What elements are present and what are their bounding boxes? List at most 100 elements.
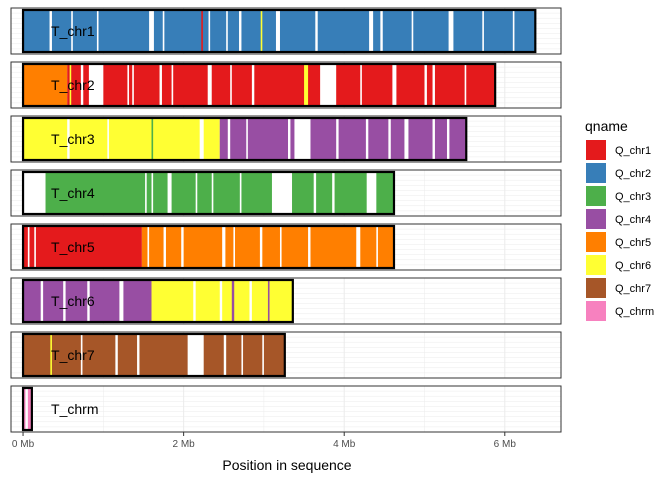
segment-gap [193, 280, 196, 322]
panel-border [10, 115, 562, 163]
segment-gap [115, 334, 118, 376]
segment-gap [464, 64, 467, 106]
segment-gap [241, 334, 244, 376]
panel-border [10, 331, 562, 379]
segments [23, 388, 32, 430]
legend-key [586, 209, 606, 229]
segment-gap [230, 64, 232, 106]
segments [23, 334, 285, 376]
segment-gap [313, 172, 317, 214]
track-label: T_chr1 [51, 23, 95, 39]
segment-gap [332, 172, 335, 214]
segment-gap [25, 388, 28, 430]
track-label: T_chr2 [51, 77, 95, 93]
segment-gap [49, 10, 52, 52]
legend-label: Q_chr3 [615, 191, 651, 203]
segment-gap [137, 334, 140, 376]
segment-Q_chr5 [23, 64, 68, 106]
panel-border [10, 277, 562, 325]
segment-gap [80, 64, 84, 106]
segment-gap [404, 118, 409, 160]
legend-label: Q_chr4 [615, 214, 651, 226]
legend-entry-Q_chr7: Q_chr7 [586, 278, 651, 298]
segment-gap [251, 64, 255, 106]
segment-gap [388, 118, 391, 160]
segment-gap [239, 10, 242, 52]
panel-border [10, 7, 562, 55]
track-panel-T_chr2: T_chr2 [10, 61, 562, 109]
chromosome-outline [21, 62, 497, 108]
segment-gap [366, 172, 377, 214]
track-panels: T_chr1 T_chr2 T_chr3 T_chr4 T_chr5 T_chr6 T_ch… [10, 7, 562, 433]
segment-gap [147, 226, 150, 268]
segment-gap [294, 118, 311, 160]
segment-gap [96, 10, 99, 52]
segment-gap [211, 172, 214, 214]
segment-gap [365, 118, 369, 160]
segment-gap [88, 64, 104, 106]
segments [23, 172, 394, 214]
legend: qname Q_chr1 Q_chr2 Q_chr3 Q_chr4 Q_chr5 Q_ch… [585, 118, 654, 321]
legend-label: Q_chr2 [615, 168, 651, 180]
segment-gap [219, 280, 223, 322]
chromosome-outline [21, 386, 33, 432]
segment-gap [262, 334, 264, 376]
segment-gap [222, 226, 226, 268]
x-axis-title: Position in sequence [222, 457, 351, 473]
segment-gap [226, 10, 228, 52]
chromosome-outline [21, 8, 537, 54]
legend-title: qname [585, 118, 628, 134]
segment-Q_chr6 [260, 10, 263, 52]
segment-gap [275, 10, 280, 52]
segment-gap [207, 64, 212, 106]
segment-gap [320, 64, 337, 106]
track-label: T_chr3 [51, 131, 95, 147]
legend-key [586, 301, 606, 321]
legend-label: Q_chrm [615, 306, 654, 318]
panel-border [10, 169, 562, 217]
legend-key [586, 186, 606, 206]
segment-gap [360, 64, 362, 106]
panel-border [10, 385, 562, 433]
segment-Q_chr7 [23, 334, 285, 376]
segment-gap [195, 172, 198, 214]
segment-gap [71, 10, 73, 52]
segments [23, 64, 496, 106]
legend-key [586, 140, 606, 160]
segment-gap [432, 64, 435, 106]
segment-gap [380, 10, 383, 52]
segment-gap [271, 172, 293, 214]
legend-key [586, 255, 606, 275]
segment-gap [411, 10, 414, 52]
segment-gap [159, 64, 162, 106]
legend-entry-Q_chr2: Q_chr2 [586, 163, 651, 183]
segment-gap [227, 118, 231, 160]
track-label: T_chr4 [51, 185, 95, 201]
segment-gap [482, 10, 484, 52]
segment-gap [376, 226, 378, 268]
segment-Q_chr1 [201, 10, 203, 52]
legend-entry-Q_chr4: Q_chr4 [586, 209, 651, 229]
segment-gap [336, 118, 339, 160]
segment-gap [223, 334, 227, 376]
legend-items: Q_chr1 Q_chr2 Q_chr3 Q_chr4 Q_chr5 Q_chr6 Q_ch… [586, 140, 654, 321]
segment-gap [392, 64, 397, 106]
segment-gap [315, 10, 318, 52]
segment-Q_chr6 [151, 280, 293, 322]
segment-gap [446, 118, 450, 160]
segment-gap [233, 226, 236, 268]
segment-Q_chr1 [23, 226, 142, 268]
x-tick-label: 4 Mb [333, 439, 356, 450]
legend-label: Q_chr5 [615, 237, 651, 249]
legend-entry-Q_chrm: Q_chrm [586, 301, 654, 321]
x-axis: 0 Mb 2 Mb 4 Mb 6 Mb [12, 432, 516, 450]
segment-Q_chr3 [151, 118, 154, 160]
legend-entry-Q_chr1: Q_chr1 [586, 140, 651, 160]
chromosome-outline [21, 170, 396, 216]
track-label: T_chr5 [51, 239, 95, 255]
segment-gap [246, 118, 248, 160]
segment-Q_chr4 [231, 280, 235, 322]
segments [23, 10, 536, 52]
